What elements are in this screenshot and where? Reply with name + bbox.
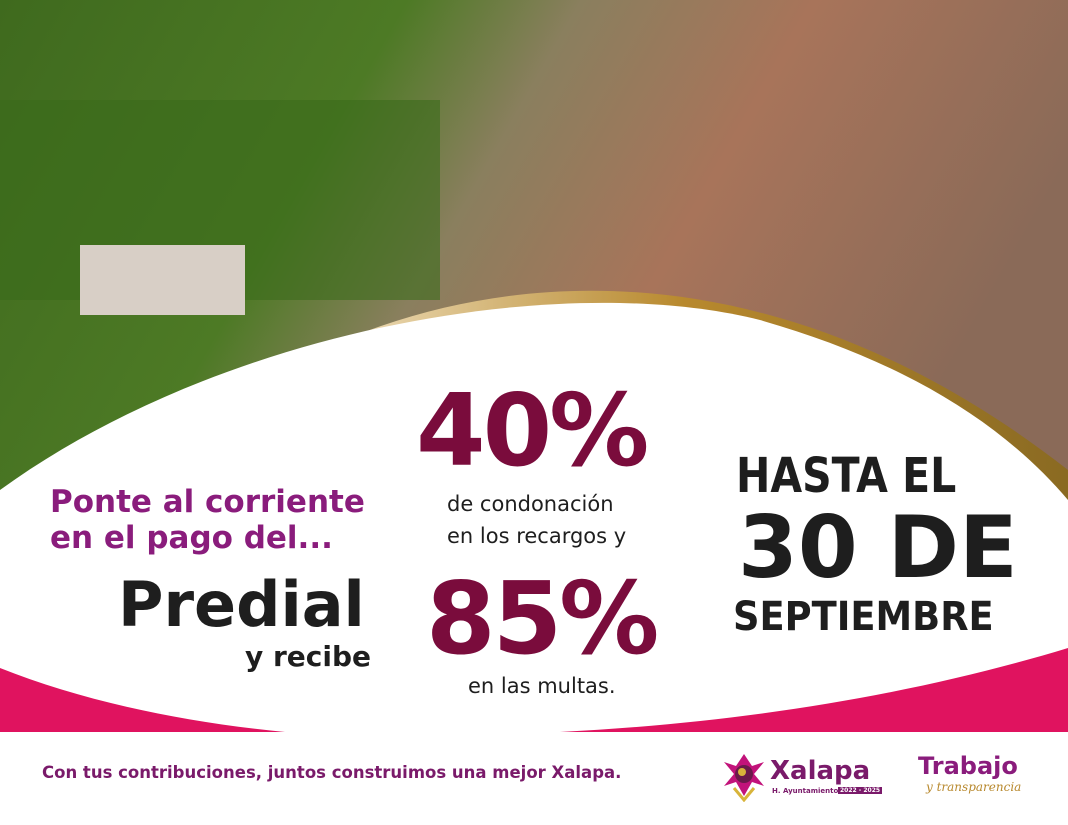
deadline-line3: SEPTIEMBRE <box>733 594 994 640</box>
deadline-line2: 30 DE <box>738 498 1018 598</box>
receive-label: y recibe <box>245 640 372 673</box>
trabajo-logo-subtitle: y transparencia <box>926 780 1022 794</box>
headline-line2: en el pago del... <box>50 520 333 556</box>
deadline-line1: HASTA EL <box>736 448 957 504</box>
xalapa-logo: Xalapa H. Ayuntamiento 2022 - 2025 <box>720 752 883 802</box>
xalapa-logo-years: 2022 - 2025 <box>838 787 883 794</box>
offer1-line1: de condonación <box>447 492 614 516</box>
xalapa-emblem-icon <box>724 754 764 802</box>
trabajo-logo: Trabajo y transparencia <box>916 752 1036 802</box>
tax-name: Predial <box>118 568 365 641</box>
pink-band-left <box>0 668 285 732</box>
photo-building <box>80 245 245 315</box>
offer2-line1: en las multas. <box>468 674 616 698</box>
xalapa-logo-name: Xalapa <box>770 756 871 786</box>
offer1-percent: 40% <box>416 372 649 489</box>
xalapa-logo-subtitle: H. Ayuntamiento <box>772 787 839 795</box>
offer1-line2: en los recargos y <box>447 524 627 548</box>
trabajo-logo-title: Trabajo <box>918 752 1018 780</box>
white-panel <box>0 302 1068 825</box>
footer-slogan: Con tus contribuciones, juntos construim… <box>42 763 622 782</box>
headline-line1: Ponte al corriente <box>50 484 365 520</box>
pink-band-right <box>560 648 1068 732</box>
offer2-percent: 85% <box>426 560 659 677</box>
